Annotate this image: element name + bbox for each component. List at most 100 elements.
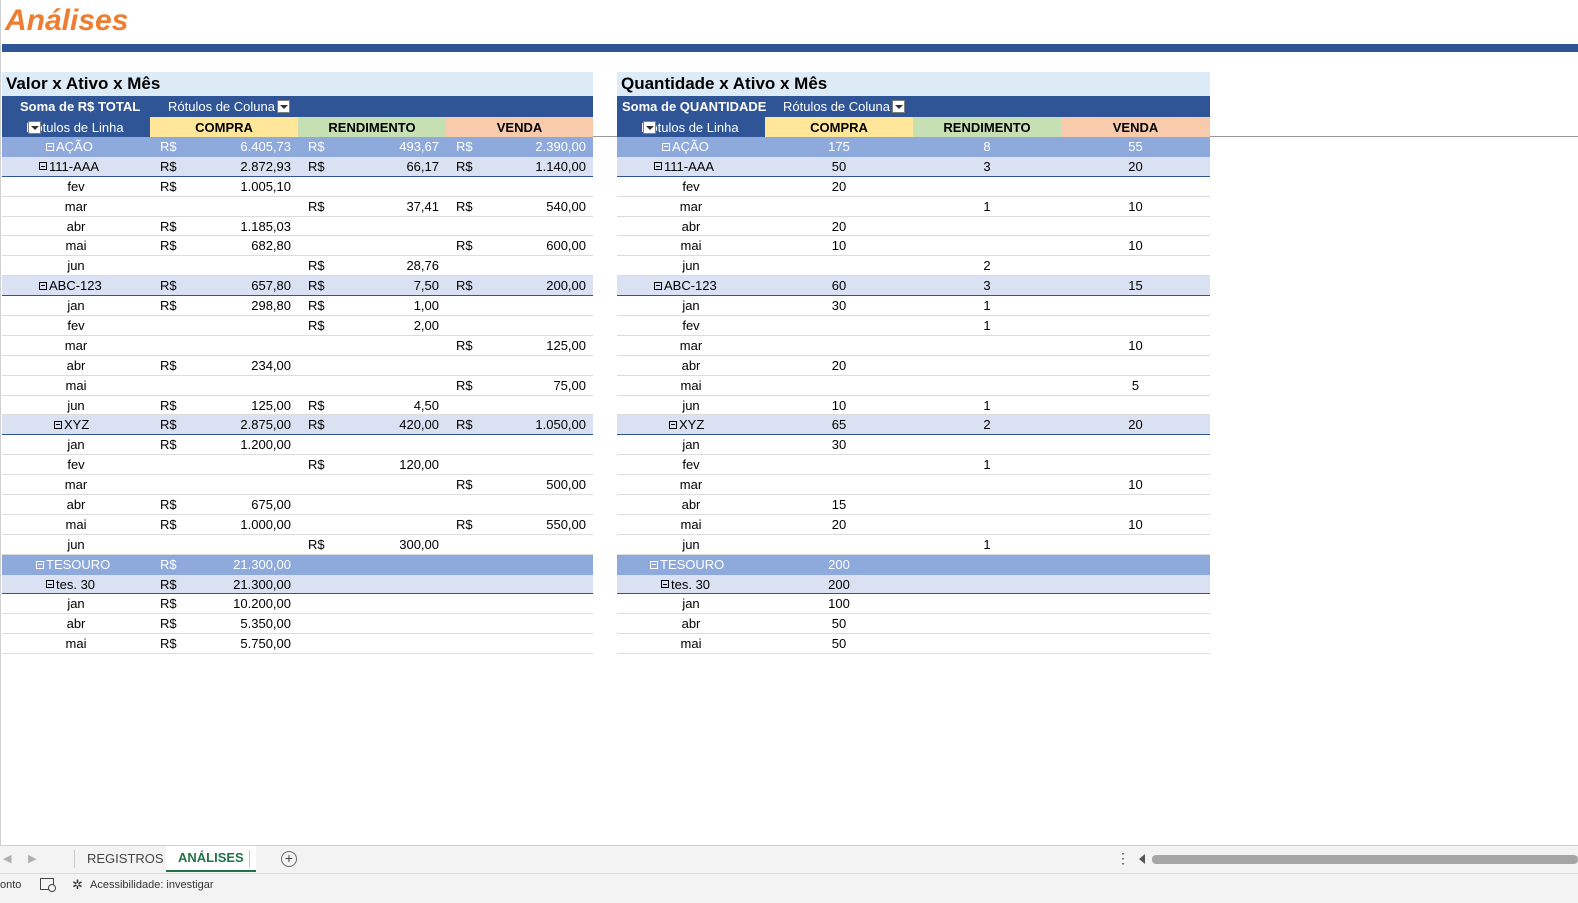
scroll-tabs-left-icon[interactable]: ◀ — [3, 853, 12, 865]
value-cell-compra[interactable]: 10 — [765, 396, 913, 415]
value-cell-rendimento[interactable]: 3 — [913, 276, 1061, 295]
value-cell-rendimento[interactable] — [913, 336, 1061, 355]
row-labels-filter[interactable]: Rótulos de Linha — [2, 117, 150, 137]
collapse-minus-icon[interactable] — [46, 142, 54, 151]
dropdown-filter-icon[interactable] — [28, 120, 41, 134]
row-labels-filter[interactable]: Rótulos de Linha — [617, 117, 765, 137]
value-cell-rendimento[interactable]: 1 — [913, 296, 1061, 315]
value-cell-compra[interactable]: 200 — [765, 555, 913, 575]
value-cell-rendimento[interactable] — [913, 475, 1061, 494]
value-cell-rendimento[interactable]: R$ 7,50 — [298, 276, 446, 295]
table-row[interactable]: mai 10 10 — [617, 236, 1210, 257]
value-cell-venda[interactable]: R$ 1.140,00 — [446, 157, 593, 176]
value-cell-compra[interactable] — [150, 455, 298, 474]
value-cell-rendimento[interactable]: 1 — [913, 455, 1061, 474]
value-cell-venda[interactable] — [446, 495, 593, 514]
value-cell-rendimento[interactable] — [913, 495, 1061, 514]
table-row[interactable]: abr 15 — [617, 495, 1210, 515]
table-row[interactable]: mai 5 — [617, 376, 1210, 396]
value-cell-venda[interactable] — [446, 356, 593, 375]
value-cell-venda[interactable]: 10 — [1061, 336, 1210, 355]
column-header-compra[interactable]: COMPRA — [150, 117, 298, 137]
table-row-group[interactable]: AÇÃO R$ 6.405,73 R$ 493,67 R$ 2.390,00 — [2, 137, 593, 157]
value-cell-compra[interactable] — [765, 376, 913, 395]
value-cell-rendimento[interactable] — [913, 376, 1061, 395]
table-row[interactable]: fev R$ 120,00 — [2, 455, 593, 476]
value-cell-compra[interactable] — [150, 535, 298, 554]
value-cell-compra[interactable]: 50 — [765, 634, 913, 653]
value-cell-compra[interactable] — [765, 535, 913, 554]
value-cell-compra[interactable]: 15 — [765, 495, 913, 514]
value-cell-compra[interactable]: R$ 2.872,93 — [150, 157, 298, 176]
value-cell-compra[interactable] — [765, 455, 913, 474]
value-cell-rendimento[interactable]: 3 — [913, 157, 1061, 176]
table-row[interactable]: mar R$ 125,00 — [2, 336, 593, 356]
value-cell-compra[interactable]: R$ 5.750,00 — [150, 634, 298, 653]
value-cell-rendimento[interactable] — [298, 634, 446, 653]
tab-registros[interactable]: REGISTROS — [87, 851, 164, 866]
value-cell-venda[interactable]: R$ 2.390,00 — [446, 137, 593, 157]
column-labels-filter[interactable]: Rótulos de Coluna — [783, 99, 905, 114]
value-cell-rendimento[interactable] — [298, 555, 446, 575]
value-cell-compra[interactable] — [765, 475, 913, 494]
table-row-group[interactable]: XYZ 65 2 20 — [617, 415, 1210, 436]
value-cell-rendimento[interactable]: R$ 300,00 — [298, 535, 446, 554]
value-cell-rendimento[interactable]: R$ 37,41 — [298, 197, 446, 216]
value-cell-venda[interactable] — [1061, 555, 1210, 575]
value-cell-compra[interactable]: R$ 234,00 — [150, 356, 298, 375]
value-cell-rendimento[interactable] — [913, 177, 1061, 196]
table-row[interactable]: jan R$ 1.200,00 — [2, 435, 593, 456]
table-row-group[interactable]: XYZ R$ 2.875,00 R$ 420,00 R$ 1.050,00 — [2, 415, 593, 436]
value-cell-venda[interactable] — [1061, 455, 1210, 474]
table-row-group[interactable]: AÇÃO 175 8 55 — [617, 137, 1210, 157]
collapse-minus-icon[interactable] — [39, 162, 47, 171]
table-row[interactable]: abr 50 — [617, 614, 1210, 635]
value-cell-venda[interactable] — [446, 575, 593, 594]
value-cell-compra[interactable]: R$ 1.200,00 — [150, 435, 298, 454]
table-row[interactable]: jan 30 — [617, 435, 1210, 456]
value-cell-compra[interactable]: 175 — [765, 137, 913, 157]
value-cell-venda[interactable] — [446, 535, 593, 554]
value-cell-venda[interactable]: R$ 1.050,00 — [446, 415, 593, 434]
table-row-group[interactable]: ABC-123 60 3 15 — [617, 276, 1210, 297]
value-cell-venda[interactable]: R$ 200,00 — [446, 276, 593, 295]
table-row[interactable]: jun R$ 28,76 — [2, 256, 593, 277]
value-cell-rendimento[interactable]: R$ 120,00 — [298, 455, 446, 474]
value-cell-venda[interactable]: 20 — [1061, 415, 1210, 434]
value-cell-compra[interactable]: R$ 125,00 — [150, 396, 298, 415]
value-cell-venda[interactable] — [1061, 356, 1210, 375]
value-cell-venda[interactable]: R$ 550,00 — [446, 515, 593, 534]
table-row-group[interactable]: ABC-123 R$ 657,80 R$ 7,50 R$ 200,00 — [2, 276, 593, 297]
value-cell-rendimento[interactable]: 1 — [913, 396, 1061, 415]
value-cell-venda[interactable] — [1061, 396, 1210, 415]
value-cell-compra[interactable] — [150, 475, 298, 494]
value-cell-rendimento[interactable] — [298, 475, 446, 494]
table-row[interactable]: mar R$ 37,41 R$ 540,00 — [2, 197, 593, 217]
table-row-group[interactable]: TESOURO 200 — [617, 554, 1210, 575]
value-cell-rendimento[interactable] — [913, 217, 1061, 236]
scroll-left-icon[interactable] — [1139, 854, 1145, 864]
table-row[interactable]: abr 20 — [617, 356, 1210, 376]
value-cell-rendimento[interactable] — [913, 575, 1061, 594]
value-cell-compra[interactable]: 20 — [765, 515, 913, 534]
value-cell-rendimento[interactable]: R$ 4,50 — [298, 396, 446, 415]
table-row[interactable]: abr 20 — [617, 217, 1210, 237]
collapse-minus-icon[interactable] — [662, 142, 670, 151]
value-cell-venda[interactable] — [446, 555, 593, 575]
table-row-group[interactable]: tes. 30 R$ 21.300,00 — [2, 574, 593, 595]
value-cell-rendimento[interactable] — [913, 634, 1061, 653]
value-cell-venda[interactable] — [1061, 256, 1210, 275]
value-cell-venda[interactable]: R$ 540,00 — [446, 197, 593, 216]
value-cell-compra[interactable]: 20 — [765, 356, 913, 375]
value-cell-compra[interactable]: 50 — [765, 157, 913, 176]
value-cell-venda[interactable] — [446, 177, 593, 196]
value-cell-compra[interactable]: R$ 682,80 — [150, 236, 298, 255]
value-cell-rendimento[interactable] — [913, 555, 1061, 575]
table-row[interactable]: mai R$ 5.750,00 — [2, 634, 593, 655]
value-cell-rendimento[interactable]: R$ 66,17 — [298, 157, 446, 176]
value-cell-compra[interactable]: R$ 657,80 — [150, 276, 298, 295]
value-cell-compra[interactable]: 30 — [765, 296, 913, 315]
table-row[interactable]: jan R$ 10.200,00 — [2, 594, 593, 615]
value-cell-compra[interactable] — [765, 316, 913, 335]
value-cell-rendimento[interactable] — [298, 435, 446, 454]
